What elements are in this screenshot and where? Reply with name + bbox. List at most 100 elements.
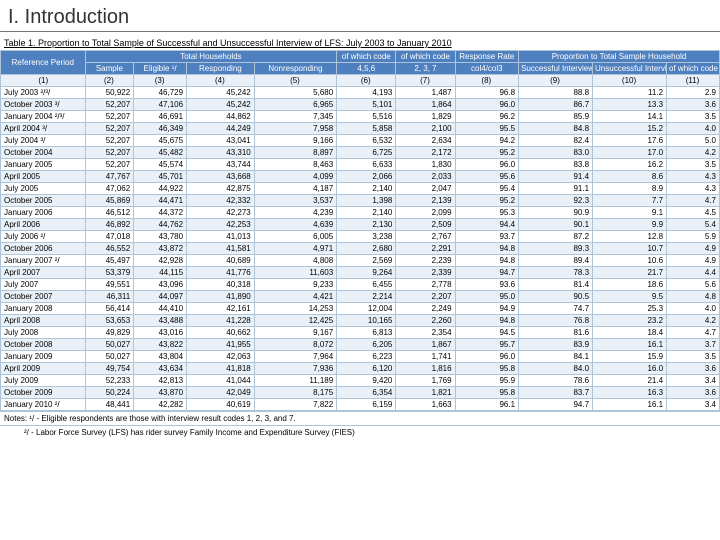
data-cell: 95.7 bbox=[455, 339, 518, 351]
data-cell: 9,233 bbox=[254, 279, 336, 291]
data-cell: 6,005 bbox=[254, 231, 336, 243]
data-cell: 3,537 bbox=[254, 195, 336, 207]
data-cell: 13.3 bbox=[593, 99, 667, 111]
col-number: (2) bbox=[85, 75, 134, 87]
hdr-resp-rate-sub: col4/col3 bbox=[455, 63, 518, 75]
data-cell: 1,830 bbox=[396, 159, 455, 171]
hdr-ofwhich2: of which code bbox=[396, 51, 455, 63]
data-cell: 6,120 bbox=[337, 363, 396, 375]
data-cell: 15.2 bbox=[593, 123, 667, 135]
table-row: October 200452,20745,48243,3108,8976,725… bbox=[1, 147, 720, 159]
data-cell: 96.2 bbox=[455, 111, 518, 123]
data-cell: 42,332 bbox=[187, 195, 255, 207]
ref-period-cell: October 2009 bbox=[1, 387, 86, 399]
data-cell: 6,223 bbox=[337, 351, 396, 363]
table-row: January 200856,41444,41042,16114,25312,0… bbox=[1, 303, 720, 315]
data-cell: 5,858 bbox=[337, 123, 396, 135]
data-cell: 83.9 bbox=[519, 339, 593, 351]
table-row: April 200853,65343,48841,22812,42510,165… bbox=[1, 315, 720, 327]
hdr-resp-rate: Response Rate bbox=[455, 51, 518, 63]
data-cell: 4,808 bbox=[254, 255, 336, 267]
data-cell: 12.8 bbox=[593, 231, 667, 243]
col-number: (6) bbox=[337, 75, 396, 87]
data-cell: 2.9 bbox=[667, 87, 720, 99]
data-cell: 86.7 bbox=[519, 99, 593, 111]
data-cell: 1,821 bbox=[396, 387, 455, 399]
ref-period-cell: April 2008 bbox=[1, 315, 86, 327]
data-cell: 8.6 bbox=[593, 171, 667, 183]
data-cell: 74.7 bbox=[519, 303, 593, 315]
data-cell: 45,242 bbox=[187, 99, 255, 111]
data-cell: 95.2 bbox=[455, 147, 518, 159]
data-cell: 9,264 bbox=[337, 267, 396, 279]
data-cell: 16.0 bbox=[593, 363, 667, 375]
data-cell: 4.5 bbox=[667, 207, 720, 219]
data-cell: 46,349 bbox=[134, 123, 187, 135]
table-row: April 200949,75443,63441,8187,9366,1201,… bbox=[1, 363, 720, 375]
data-cell: 1,864 bbox=[396, 99, 455, 111]
table-row: October 2003 ³/52,20747,10645,2426,9655,… bbox=[1, 99, 720, 111]
data-cell: 41,776 bbox=[187, 267, 255, 279]
ref-period-cell: April 2004 ³/ bbox=[1, 123, 86, 135]
data-cell: 1,398 bbox=[337, 195, 396, 207]
data-cell: 1,769 bbox=[396, 375, 455, 387]
hdr-sample: Sample bbox=[85, 63, 134, 75]
data-cell: 3.4 bbox=[667, 399, 720, 411]
ref-period-cell: January 2004 ²/³/ bbox=[1, 111, 86, 123]
data-cell: 41,890 bbox=[187, 291, 255, 303]
data-cell: 2,140 bbox=[337, 207, 396, 219]
data-cell: 4,639 bbox=[254, 219, 336, 231]
data-cell: 2,239 bbox=[396, 255, 455, 267]
ref-period-cell: January 2005 bbox=[1, 159, 86, 171]
data-cell: 3.6 bbox=[667, 387, 720, 399]
data-cell: 6,813 bbox=[337, 327, 396, 339]
table-row: July 200952,23342,81341,04411,1899,4201,… bbox=[1, 375, 720, 387]
data-cell: 52,207 bbox=[85, 123, 134, 135]
data-cell: 4.2 bbox=[667, 315, 720, 327]
data-cell: 95.6 bbox=[455, 171, 518, 183]
data-cell: 40,689 bbox=[187, 255, 255, 267]
hdr-ofwhich2-sub: 2, 3, 7 bbox=[396, 63, 455, 75]
data-cell: 8.9 bbox=[593, 183, 667, 195]
data-cell: 4.9 bbox=[667, 255, 720, 267]
data-cell: 94.7 bbox=[455, 267, 518, 279]
data-cell: 3,238 bbox=[337, 231, 396, 243]
data-cell: 14,253 bbox=[254, 303, 336, 315]
table-caption: Table 1. Proportion to Total Sample of S… bbox=[0, 36, 720, 50]
data-cell: 41,228 bbox=[187, 315, 255, 327]
data-cell: 84.1 bbox=[519, 351, 593, 363]
data-cell: 18.6 bbox=[593, 279, 667, 291]
data-cell: 17.0 bbox=[593, 147, 667, 159]
data-cell: 94.7 bbox=[519, 399, 593, 411]
ref-period-cell: January 2009 bbox=[1, 351, 86, 363]
data-cell: 78.3 bbox=[519, 267, 593, 279]
data-cell: 53,653 bbox=[85, 315, 134, 327]
data-cell: 49,551 bbox=[85, 279, 134, 291]
data-cell: 8,463 bbox=[254, 159, 336, 171]
data-cell: 7,822 bbox=[254, 399, 336, 411]
data-cell: 44,762 bbox=[134, 219, 187, 231]
hdr-total-hh: Total Households bbox=[85, 51, 337, 63]
data-cell: 95.8 bbox=[455, 363, 518, 375]
data-cell: 23.2 bbox=[593, 315, 667, 327]
table-row: July 200749,55143,09640,3189,2336,4552,7… bbox=[1, 279, 720, 291]
data-cell: 3.6 bbox=[667, 99, 720, 111]
data-cell: 93.7 bbox=[455, 231, 518, 243]
table-row: April 200547,76745,70143,6684,0992,0662,… bbox=[1, 171, 720, 183]
hdr-responding: Responding bbox=[187, 63, 255, 75]
data-cell: 2,047 bbox=[396, 183, 455, 195]
data-cell: 4,421 bbox=[254, 291, 336, 303]
data-cell: 46,729 bbox=[134, 87, 187, 99]
data-cell: 94.2 bbox=[455, 135, 518, 147]
data-cell: 2,214 bbox=[337, 291, 396, 303]
data-cell: 2,066 bbox=[337, 171, 396, 183]
ref-period-cell: April 2009 bbox=[1, 363, 86, 375]
data-cell: 43,780 bbox=[134, 231, 187, 243]
data-cell: 44,372 bbox=[134, 207, 187, 219]
data-cell: 95.4 bbox=[455, 183, 518, 195]
data-cell: 41,581 bbox=[187, 243, 255, 255]
table-row: January 2010 ²/48,44142,28240,6197,8226,… bbox=[1, 399, 720, 411]
data-cell: 50,224 bbox=[85, 387, 134, 399]
data-cell: 18.4 bbox=[593, 327, 667, 339]
data-cell: 96.0 bbox=[455, 351, 518, 363]
